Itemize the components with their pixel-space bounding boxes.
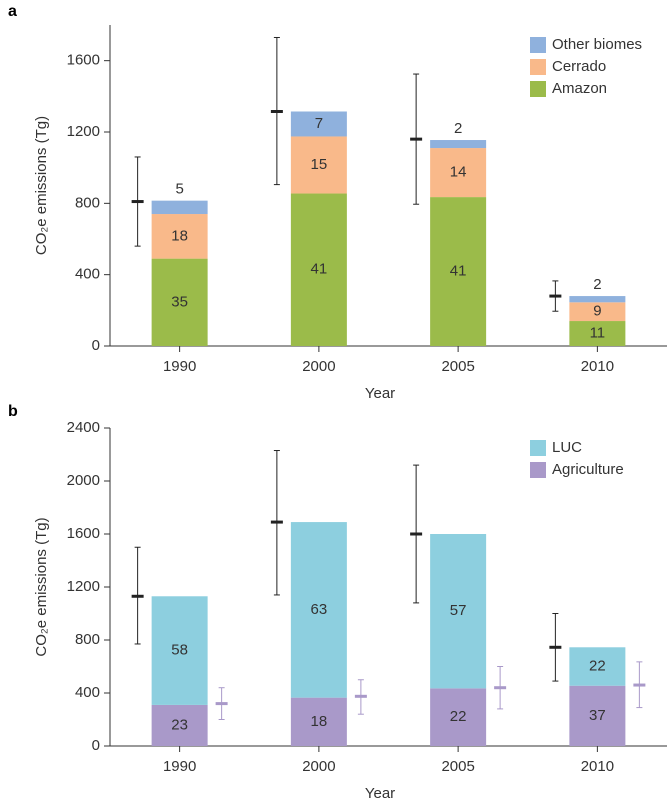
bar-segment xyxy=(290,522,347,698)
legend-label: Cerrado xyxy=(552,58,606,75)
y-tick-label: 400 xyxy=(75,684,100,701)
bar-segment xyxy=(151,258,208,346)
segment-label: 7 xyxy=(315,115,323,132)
segment-label: 14 xyxy=(450,164,467,181)
segment-label: 22 xyxy=(450,708,467,725)
x-tick-label: 1990 xyxy=(163,358,196,375)
segment-label: 15 xyxy=(311,156,328,173)
segment-label: 58 xyxy=(171,642,188,659)
y-tick-label: 0 xyxy=(92,337,100,354)
legend-label: Agriculture xyxy=(552,461,624,478)
panel-label: a xyxy=(8,3,17,20)
y-tick-label: 1600 xyxy=(67,52,100,69)
panel-label: b xyxy=(8,403,18,420)
legend-swatch xyxy=(530,59,546,75)
legend-label: Amazon xyxy=(552,80,607,97)
segment-label: 9 xyxy=(593,303,601,320)
y-tick-label: 1600 xyxy=(67,525,100,542)
x-tick-label: 2000 xyxy=(302,358,335,375)
bar-segment xyxy=(569,302,626,322)
bar-segment xyxy=(290,697,347,746)
bar-segment xyxy=(569,296,626,303)
bar-segment xyxy=(430,197,487,346)
segment-label: 23 xyxy=(171,716,188,733)
bar-segment xyxy=(569,321,626,346)
bar-segment xyxy=(151,704,208,746)
y-axis-label: CO₂e emissions (Tg) xyxy=(33,116,50,255)
x-tick-label: 2010 xyxy=(581,758,614,775)
bar-segment xyxy=(290,136,347,194)
x-tick-label: 2000 xyxy=(302,758,335,775)
bar-segment xyxy=(430,140,487,149)
bar-segment xyxy=(151,200,208,215)
y-tick-label: 400 xyxy=(75,266,100,283)
legend-swatch xyxy=(530,440,546,456)
y-tick-label: 800 xyxy=(75,631,100,648)
x-tick-label: 2005 xyxy=(441,758,474,775)
x-tick-label: 2005 xyxy=(441,358,474,375)
legend-label: LUC xyxy=(552,439,582,456)
bar-segment xyxy=(569,647,626,686)
legend-swatch xyxy=(530,462,546,478)
x-axis-label: Year xyxy=(365,385,395,402)
segment-label: 5 xyxy=(175,181,183,198)
legend-label: Other biomes xyxy=(552,36,642,53)
segment-label: 63 xyxy=(311,601,328,618)
legend-swatch xyxy=(530,81,546,97)
segment-label: 57 xyxy=(450,602,467,619)
segment-label: 22 xyxy=(589,657,606,674)
y-tick-label: 800 xyxy=(75,194,100,211)
segment-label: 18 xyxy=(311,713,328,730)
segment-label: 11 xyxy=(590,324,606,341)
y-tick-label: 0 xyxy=(92,737,100,754)
bar-segment xyxy=(151,214,208,259)
segment-label: 2 xyxy=(593,276,601,293)
segment-label: 37 xyxy=(589,707,606,724)
bar-segment xyxy=(430,688,487,746)
y-tick-label: 2400 xyxy=(67,419,100,436)
bar-segment xyxy=(290,193,347,346)
legend-swatch xyxy=(530,37,546,53)
y-axis-label: CO₂e emissions (Tg) xyxy=(33,517,50,656)
segment-label: 18 xyxy=(171,227,188,244)
bar-segment xyxy=(290,111,347,137)
bar-segment xyxy=(430,534,487,689)
x-tick-label: 1990 xyxy=(163,758,196,775)
segment-label: 41 xyxy=(311,261,328,278)
y-tick-label: 1200 xyxy=(67,123,100,140)
x-axis-label: Year xyxy=(365,785,395,802)
y-tick-label: 2000 xyxy=(67,472,100,489)
segment-label: 41 xyxy=(450,263,467,280)
segment-label: 2 xyxy=(454,120,462,137)
y-tick-label: 1200 xyxy=(67,578,100,595)
bar-segment xyxy=(569,685,626,746)
bar-segment xyxy=(430,148,487,198)
x-tick-label: 2010 xyxy=(581,358,614,375)
bar-segment xyxy=(151,596,208,705)
segment-label: 35 xyxy=(171,293,188,310)
